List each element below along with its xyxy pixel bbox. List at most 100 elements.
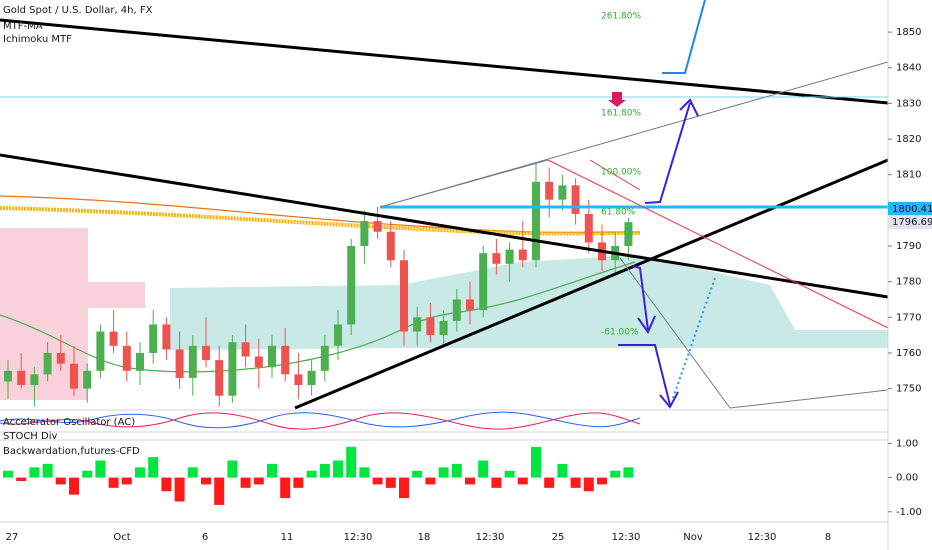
candle-body — [532, 181, 540, 261]
candle-body — [188, 345, 197, 378]
histogram-bar — [544, 477, 555, 488]
candle-body — [545, 181, 554, 200]
candle-body — [505, 249, 514, 264]
histogram-bar — [55, 477, 66, 485]
y-tick-label: 1.00 — [896, 438, 918, 449]
histogram-bar — [69, 477, 79, 495]
x-tick-label: 27 — [6, 532, 19, 543]
y-tick-label: 1790 — [896, 241, 921, 252]
ichimoku-cloud-green — [170, 255, 888, 350]
histogram-bar — [82, 470, 93, 478]
histogram-bar — [306, 470, 317, 478]
x-tick-label: Oct — [113, 532, 130, 543]
red-line — [547, 159, 889, 329]
histogram-bar — [570, 477, 581, 488]
histogram-bar — [319, 463, 330, 478]
candle-body — [518, 249, 527, 261]
y-tick-label: 1840 — [896, 63, 921, 74]
projection — [662, 0, 706, 74]
candle-body — [479, 253, 488, 311]
histogram-bar — [16, 477, 27, 481]
candle-body — [466, 299, 474, 311]
histogram-bar — [583, 477, 594, 492]
channel-line — [729, 389, 889, 409]
price-tag-label: 1800.41 — [892, 204, 932, 215]
histogram-bar — [253, 477, 264, 485]
trend-line — [294, 158, 889, 410]
histogram-bar — [478, 460, 489, 478]
histogram-bar — [610, 470, 621, 478]
histogram-bar — [214, 477, 225, 505]
oscillator-line — [0, 412, 641, 430]
candle-body — [452, 299, 461, 321]
candle-body — [492, 253, 501, 264]
candle-body — [70, 363, 78, 389]
x-tick-label: 6 — [202, 532, 208, 543]
x-tick-label: 12:30 — [612, 532, 641, 543]
candle-body — [228, 342, 237, 396]
arrow — [618, 344, 671, 406]
candle-body — [83, 370, 92, 389]
trend-line — [0, 153, 889, 299]
y-tick-label: 1820 — [896, 134, 921, 145]
histogram-bar — [451, 463, 462, 478]
candle-body — [268, 345, 276, 368]
histogram-bar — [399, 477, 409, 499]
x-tick-label: 12:30 — [748, 532, 777, 543]
candle-body — [320, 345, 329, 371]
candle-body — [281, 345, 290, 375]
histogram-bar — [504, 470, 515, 478]
candle-body — [17, 370, 26, 386]
candle-body — [294, 374, 303, 386]
histogram-bar — [333, 460, 343, 478]
candle-body — [624, 222, 633, 246]
histogram-bar — [412, 470, 423, 478]
price-tag — [888, 201, 932, 216]
arrow — [644, 102, 691, 204]
x-tick-label: 11 — [281, 532, 294, 543]
histogram-bar — [135, 467, 145, 478]
y-tick-label: -1.00 — [896, 507, 922, 518]
histogram-bar — [491, 477, 502, 488]
price-tag — [888, 215, 932, 230]
candle-body — [202, 345, 210, 361]
arrow-head — [637, 315, 656, 335]
candle-body — [122, 345, 131, 371]
x-tick-label: 25 — [552, 532, 565, 543]
histogram-bar — [95, 460, 106, 478]
histogram-bar — [425, 477, 436, 485]
histogram-bar — [108, 477, 119, 488]
channel-line — [379, 159, 549, 208]
histogram-bar — [557, 463, 568, 478]
arrow — [632, 265, 649, 331]
fib-label: 100.00% — [601, 168, 641, 178]
projection — [672, 277, 716, 399]
y-tick-label: 1780 — [896, 277, 921, 288]
candle-body — [241, 342, 250, 357]
candle-body — [400, 260, 408, 332]
histogram-bar — [148, 457, 159, 478]
channel-line — [619, 257, 731, 409]
indicator-label: MTF-MA — [3, 21, 43, 32]
candle-body — [360, 221, 369, 246]
candle-body — [162, 324, 171, 350]
candle-body — [30, 374, 39, 386]
x-tick-label: 8 — [825, 532, 831, 543]
chart-title: Gold Spot / U.S. Dollar, 4h, FX — [3, 5, 153, 16]
candle-body — [254, 356, 263, 368]
y-tick-label: 1850 — [896, 27, 921, 38]
y-tick-label: 1810 — [896, 170, 921, 181]
y-tick-label: 0.00 — [896, 473, 918, 484]
histogram-bar — [385, 477, 396, 488]
fib-label: 261.80% — [601, 12, 641, 22]
candle-body — [96, 331, 105, 371]
candle-body — [4, 370, 12, 382]
histogram-bar — [3, 470, 13, 478]
candle-body — [149, 324, 158, 353]
candle-body — [373, 221, 382, 232]
histogram-bar — [531, 446, 541, 478]
histogram-bar — [346, 446, 357, 478]
candle-body — [386, 231, 395, 261]
red-line — [589, 159, 641, 191]
x-tick-label: 12:30 — [344, 532, 373, 543]
